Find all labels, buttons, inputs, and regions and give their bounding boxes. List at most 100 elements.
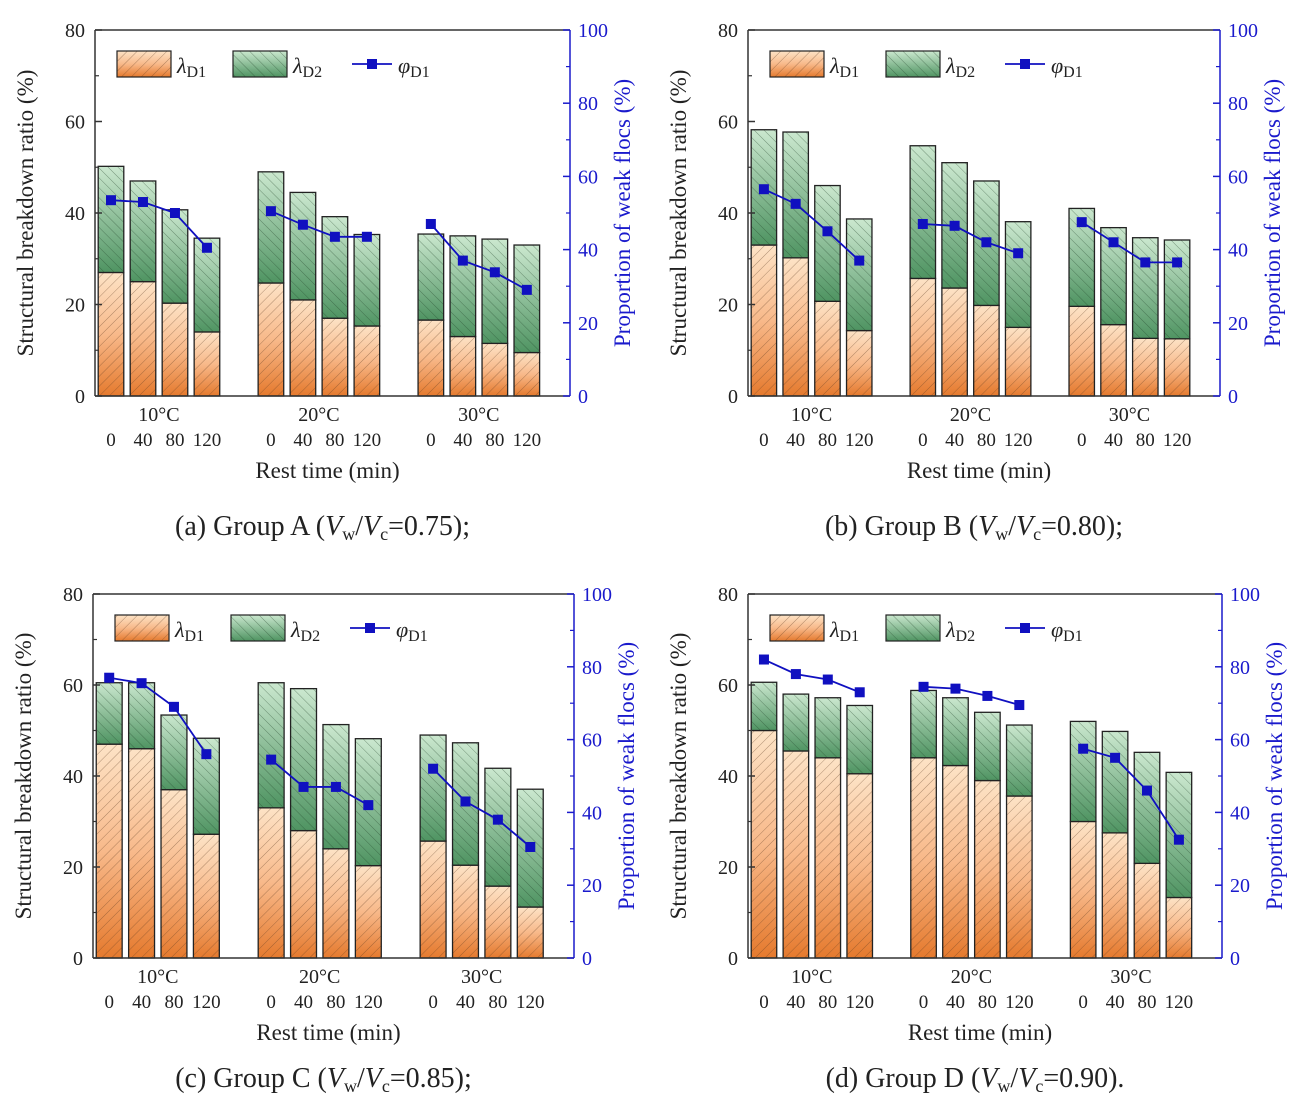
legend-label: λD2 bbox=[292, 53, 322, 81]
bar-stack bbox=[353, 233, 381, 397]
point-phi-d1 bbox=[265, 206, 276, 217]
tick-label-left: 80 bbox=[65, 20, 85, 42]
tick-label-right: 20 bbox=[1230, 875, 1250, 897]
legend-label: λD2 bbox=[945, 617, 975, 645]
tick-label-left: 0 bbox=[75, 386, 85, 408]
point-phi-d1 bbox=[854, 255, 865, 266]
tick-label-right: 100 bbox=[1230, 584, 1260, 606]
tick-label-right: 80 bbox=[578, 93, 598, 115]
category-label: 80 bbox=[1137, 992, 1156, 1013]
bar-lambda-d2-hatch bbox=[973, 711, 1001, 782]
legend-label: φD1 bbox=[1051, 53, 1083, 81]
bar-stack bbox=[513, 244, 541, 397]
bar-lambda-d1-hatch bbox=[516, 906, 544, 959]
bar-lambda-d1-hatch bbox=[942, 764, 969, 959]
point-phi-d1 bbox=[1108, 237, 1119, 248]
bar-stack bbox=[417, 233, 445, 397]
bar-lambda-d1-hatch bbox=[127, 748, 156, 959]
line-phi-d1 bbox=[270, 210, 367, 238]
bar-lambda-d2-hatch bbox=[1004, 221, 1032, 329]
category-label: 120 bbox=[513, 430, 542, 451]
group-label: 10°C bbox=[137, 966, 178, 988]
category-label: 80 bbox=[488, 992, 507, 1013]
bar-lambda-d2-hatch bbox=[814, 697, 842, 759]
category-label: 120 bbox=[516, 992, 545, 1013]
legend-label: λD1 bbox=[176, 53, 206, 81]
legend-swatch-hatch bbox=[885, 50, 941, 78]
legend: λD1 λD2 φD1 bbox=[116, 50, 430, 81]
tick-label-left: 60 bbox=[63, 675, 83, 697]
point-phi-d1 bbox=[489, 267, 500, 278]
point-phi-d1 bbox=[361, 231, 372, 242]
tick-label-left: 80 bbox=[718, 584, 738, 606]
text-span: V bbox=[1018, 1063, 1038, 1094]
category-label: 0 bbox=[106, 430, 116, 451]
tick-label-right: 60 bbox=[578, 166, 598, 188]
bar-stack bbox=[481, 238, 509, 397]
y-axis-title: Structural breakdown ratio (%) bbox=[666, 70, 691, 357]
group-label: 10°C bbox=[791, 966, 832, 988]
point-phi-d1 bbox=[981, 237, 992, 248]
bar-stack bbox=[322, 723, 350, 959]
text-span: V bbox=[978, 511, 998, 542]
legend-swatch-hatch bbox=[769, 50, 825, 78]
text-span: / bbox=[1008, 511, 1016, 542]
category-label: 80 bbox=[977, 430, 996, 451]
legend-label: λD2 bbox=[945, 53, 975, 81]
point-phi-d1 bbox=[1141, 785, 1152, 796]
bar-stack bbox=[192, 737, 220, 959]
category-label: 120 bbox=[1163, 430, 1192, 451]
bar-lambda-d2-hatch bbox=[193, 237, 221, 333]
text-span: λ bbox=[292, 53, 303, 78]
tick-label-right: 60 bbox=[1228, 166, 1248, 188]
text-span: D1 bbox=[408, 628, 428, 645]
tick-label-left: 20 bbox=[718, 295, 738, 317]
bar-stack bbox=[846, 704, 874, 959]
text-span: D2 bbox=[956, 64, 976, 81]
bar-lambda-d1-hatch bbox=[941, 287, 968, 397]
point-phi-d1 bbox=[297, 219, 308, 230]
bar-stack bbox=[419, 734, 447, 959]
bar-lambda-d1-hatch bbox=[354, 864, 382, 959]
bar-lambda-d1-hatch bbox=[1163, 338, 1191, 397]
text-span: (b) Group B ( bbox=[825, 511, 978, 542]
text-span: λ bbox=[290, 617, 301, 642]
panel-caption: (b) Group B (Vw/Vc=0.80); bbox=[825, 511, 1123, 544]
text-span: λ bbox=[829, 617, 840, 642]
text-span: w bbox=[995, 524, 1008, 544]
line-phi-d1 bbox=[1082, 747, 1180, 841]
panel-caption: (a) Group A (Vw/Vc=0.75); bbox=[175, 511, 470, 544]
bar-lambda-d2-hatch bbox=[257, 171, 285, 284]
legend-swatch-hatch bbox=[232, 50, 288, 78]
bar-lambda-d2-hatch bbox=[97, 165, 125, 274]
point-phi-d1 bbox=[822, 674, 833, 685]
bar-lambda-d2-hatch bbox=[129, 180, 157, 283]
tick-label-right: 80 bbox=[1230, 657, 1250, 679]
point-phi-d1 bbox=[758, 654, 769, 665]
category-label: 40 bbox=[945, 430, 964, 451]
bar-lambda-d2-hatch bbox=[353, 233, 381, 327]
category-label: 40 bbox=[1104, 430, 1123, 451]
bar-lambda-d2-hatch bbox=[1005, 724, 1033, 797]
group-label: 30°C bbox=[458, 404, 499, 426]
x-axis-title: Rest time (min) bbox=[907, 458, 1051, 483]
text-span: c bbox=[1033, 524, 1041, 544]
bar-stack bbox=[257, 682, 285, 959]
tick-label-right: 100 bbox=[1228, 20, 1258, 42]
tick-label-left: 60 bbox=[65, 112, 85, 134]
bar-lambda-d2-hatch bbox=[481, 238, 509, 345]
bar-lambda-d1-hatch bbox=[97, 271, 125, 397]
bar-stack bbox=[782, 693, 810, 959]
x-axis-title: Rest time (min) bbox=[256, 1020, 400, 1045]
bar-stack bbox=[1004, 221, 1032, 397]
group-label: 30°C bbox=[1110, 966, 1151, 988]
bar-lambda-d2-hatch bbox=[782, 131, 810, 259]
bar-lambda-d1-hatch bbox=[846, 773, 874, 959]
line-phi-d1 bbox=[430, 223, 528, 291]
chart-panel-b: 0 20 40 60 80 0 20 40 60 80 100 10°C 0 40 80 120 20°C 0 40… bbox=[666, 20, 1285, 544]
tick-label-right: 40 bbox=[1230, 802, 1250, 824]
text-span: (a) Group A ( bbox=[175, 511, 325, 542]
bar-stack bbox=[941, 162, 968, 397]
text-span: =0.80); bbox=[1041, 511, 1123, 542]
legend-label: φD1 bbox=[398, 53, 430, 81]
